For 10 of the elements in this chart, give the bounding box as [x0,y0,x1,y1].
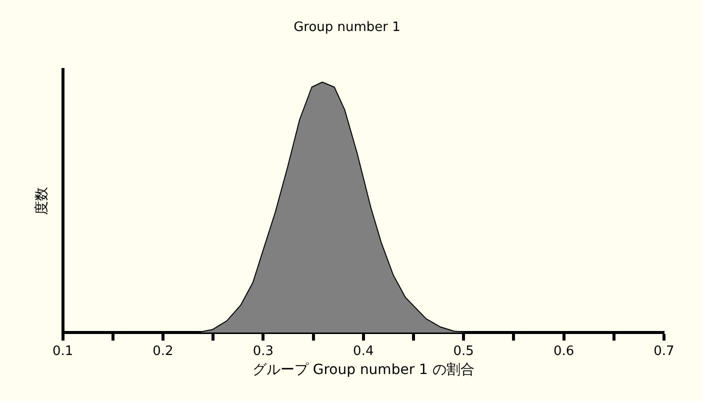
x-tick-label: 0.2 [152,344,174,359]
x-tick-label: 0.4 [353,344,374,359]
x-axis-title: グループ Group number 1 の割合 [252,362,474,378]
chart-title: Group number 1 [294,20,400,36]
x-tick-label: 0.6 [553,344,574,359]
x-tick-label: 0.1 [52,344,74,359]
x-tick-label: 0.5 [453,344,474,359]
x-tick-label: 0.7 [654,344,674,359]
y-axis-title: 度数 [34,187,50,216]
x-tick-label: 0.3 [252,344,274,359]
